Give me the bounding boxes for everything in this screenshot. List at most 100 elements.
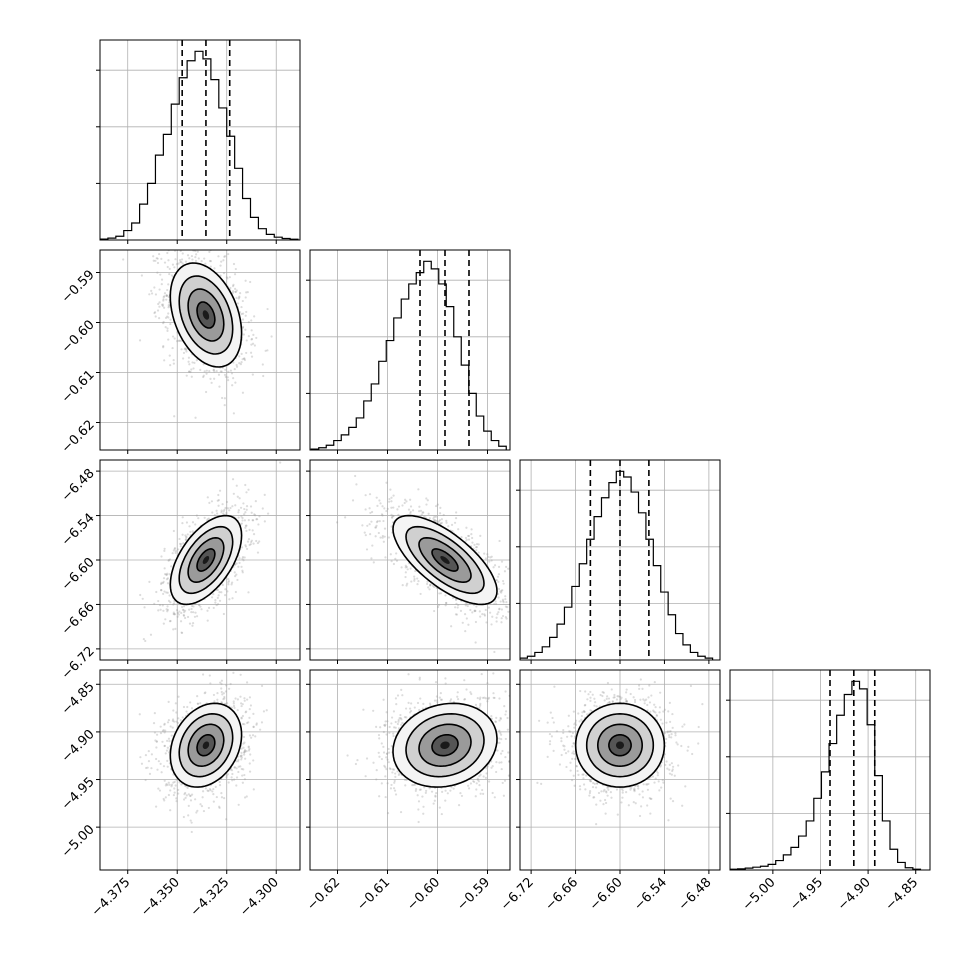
scatter-point — [172, 529, 175, 533]
scatter-point — [203, 516, 206, 519]
scatter-point — [196, 250, 199, 253]
scatter-point — [470, 533, 473, 536]
scatter-point — [244, 757, 247, 760]
scatter-point — [153, 286, 156, 289]
scatter-point — [167, 304, 170, 307]
scatter-point — [183, 348, 186, 351]
scatter-point — [248, 747, 251, 751]
scatter-point — [499, 600, 502, 603]
scatter-point — [243, 773, 246, 777]
histogram-p1 — [310, 260, 507, 450]
scatter-point — [236, 302, 240, 305]
scatter-point — [165, 578, 169, 581]
scatter-point — [481, 613, 484, 616]
scatter-point — [162, 246, 164, 248]
scatter-point — [194, 259, 198, 262]
scatter-point — [209, 377, 212, 380]
scatter-point — [150, 289, 153, 292]
scatter-point — [176, 615, 179, 618]
scatter-point — [160, 303, 164, 306]
scatter-point — [376, 504, 379, 508]
scatter-point — [221, 503, 224, 506]
contour-line — [418, 536, 472, 584]
scatter-point — [228, 598, 231, 601]
scatter-point — [145, 766, 148, 770]
scatter-point — [249, 351, 253, 354]
scatter-point — [227, 370, 230, 373]
scatter-point — [184, 260, 188, 263]
scatter-point — [208, 259, 212, 263]
scatter-point — [164, 752, 167, 755]
scatter-point — [473, 610, 476, 613]
scatter-point — [173, 547, 177, 550]
scatter-point — [370, 520, 373, 523]
scatter-point — [381, 505, 384, 508]
scatter-point — [470, 528, 473, 531]
scatter-point — [505, 600, 508, 604]
scatter-point — [203, 370, 206, 373]
scatter-point — [162, 580, 165, 583]
scatter-point — [177, 339, 181, 342]
scatter-point — [501, 614, 505, 618]
scatter-point — [163, 295, 166, 298]
panel-2-0: −6.72−6.66−6.60−6.54−6.48 — [59, 459, 301, 683]
scatter-point — [185, 521, 189, 524]
scatter-point — [253, 514, 257, 517]
scatter-point — [490, 623, 493, 626]
scatter-point — [406, 568, 409, 571]
scatter-point — [182, 609, 185, 612]
scatter-point — [161, 303, 165, 306]
scatter-point — [253, 513, 256, 516]
scatter-point — [157, 599, 160, 603]
scatter-point — [222, 510, 225, 513]
scatter-point — [166, 783, 169, 787]
scatter-point — [168, 305, 171, 308]
scatter-point — [171, 552, 174, 555]
scatter-point — [193, 615, 197, 618]
scatter-point — [195, 514, 198, 517]
scatter-point — [179, 250, 182, 253]
scatter-point — [184, 247, 186, 249]
scatter-point — [374, 535, 377, 538]
scatter-point — [181, 516, 184, 519]
scatter-point — [513, 607, 515, 609]
scatter-point — [224, 375, 227, 378]
scatter-point — [166, 572, 169, 575]
scatter-point — [475, 549, 478, 552]
scatter-point — [231, 384, 234, 387]
scatter-point — [236, 578, 239, 582]
scatter-point — [463, 612, 467, 616]
scatter-point — [191, 530, 194, 533]
scatter-point — [210, 381, 213, 384]
scatter-point — [263, 520, 266, 523]
scatter-point — [450, 625, 453, 628]
scatter-point — [247, 591, 250, 594]
scatter-point — [235, 289, 238, 292]
scatter-point — [165, 591, 168, 594]
scatter-point — [503, 570, 507, 573]
scatter-point — [445, 601, 448, 605]
scatter-point — [439, 592, 443, 595]
scatter-point — [366, 524, 369, 527]
scatter-point — [365, 548, 369, 551]
y-tick-label: −6.72 — [59, 644, 98, 683]
scatter-point — [387, 536, 391, 539]
scatter-point — [226, 277, 229, 280]
scatter-point — [200, 608, 203, 611]
scatter-point — [379, 502, 382, 505]
scatter-point — [178, 258, 182, 262]
scatter-point — [433, 585, 436, 589]
scatter-point — [187, 370, 191, 373]
scatter-point — [223, 397, 227, 400]
scatter-point — [222, 272, 226, 275]
scatter-point — [361, 524, 364, 527]
scatter-point — [240, 716, 243, 719]
scatter-point — [409, 512, 412, 515]
scatter-point — [162, 346, 165, 349]
scatter-point — [404, 575, 407, 579]
scatter-point — [433, 519, 436, 522]
scatter-point — [159, 608, 162, 611]
scatter-point — [165, 298, 168, 301]
scatter-point — [454, 517, 458, 520]
scatter-point — [150, 753, 154, 756]
